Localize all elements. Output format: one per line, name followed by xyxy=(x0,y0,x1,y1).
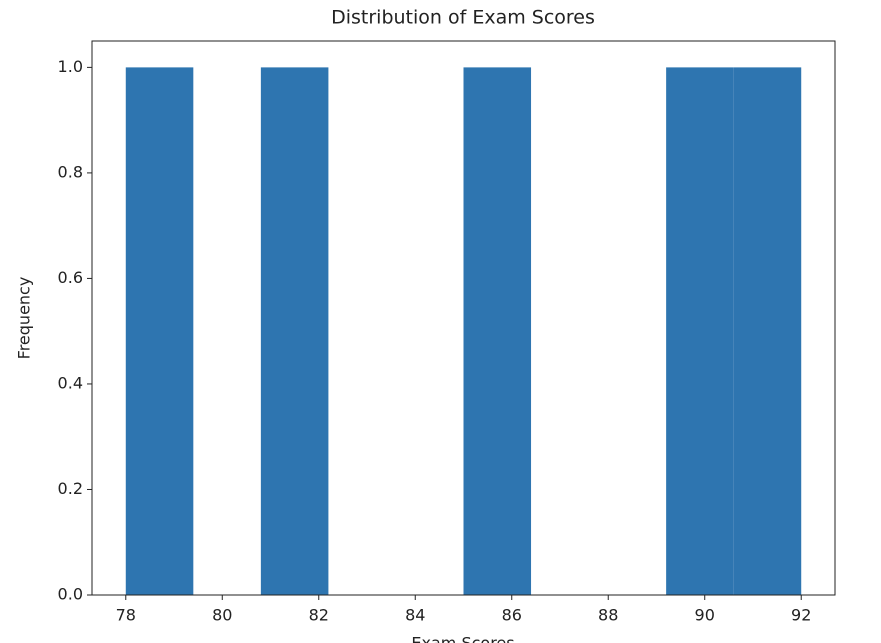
y-tick-label: 0.8 xyxy=(58,162,83,181)
plot-frame xyxy=(91,40,836,596)
bar xyxy=(733,67,802,595)
bar xyxy=(125,67,194,595)
chart-title: Distribution of Exam Scores xyxy=(331,7,595,29)
x-tick-label: 78 xyxy=(116,606,136,625)
y-tick-label: 0.4 xyxy=(58,373,83,392)
bar xyxy=(463,67,532,595)
x-tick-label: 84 xyxy=(405,606,425,625)
x-tick-label: 92 xyxy=(791,606,811,625)
bar xyxy=(260,67,329,595)
bar xyxy=(666,67,734,595)
x-tick-label: 90 xyxy=(695,606,715,625)
x-tick-label: 82 xyxy=(309,606,329,625)
x-tick-label: 86 xyxy=(502,606,522,625)
y-tick-label: 0.2 xyxy=(58,479,83,498)
y-tick-label: 0.0 xyxy=(58,585,83,604)
y-axis-label: Frequency xyxy=(15,277,34,360)
y-tick-label: 1.0 xyxy=(58,57,83,76)
y-tick-label: 0.6 xyxy=(58,268,83,287)
x-tick-label: 88 xyxy=(598,606,618,625)
x-tick-label: 80 xyxy=(212,606,232,625)
x-axis-label: Exam Scores xyxy=(411,634,514,643)
